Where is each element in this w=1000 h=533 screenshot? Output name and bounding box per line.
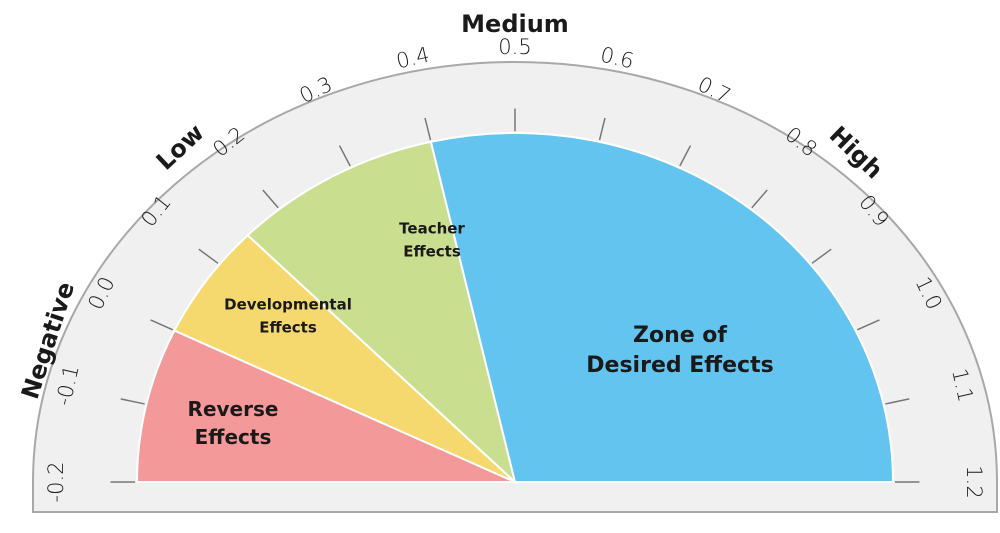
tick-mark xyxy=(811,248,832,264)
zone-label-line: Teacher xyxy=(399,219,465,237)
zone-wedge xyxy=(429,132,895,483)
zone-label-line: Desired Effects xyxy=(586,353,773,378)
tick-mark xyxy=(198,248,219,264)
zone-label-line: Reverse xyxy=(188,397,279,421)
tick-label: 1.2 xyxy=(962,465,986,498)
zone-wedge xyxy=(135,329,516,483)
tick-mark xyxy=(338,145,351,167)
tick-mark xyxy=(150,319,174,331)
zone-label: Zone of Desired Effects xyxy=(586,323,773,378)
tick-label: 0.5 xyxy=(498,35,531,59)
tick-label: -0.2 xyxy=(44,462,68,503)
zone-label: Reverse Effects xyxy=(188,397,279,449)
tick-mark xyxy=(885,398,910,405)
zone-label: Developmental Effects xyxy=(224,295,352,336)
zone-label-line: Developmental xyxy=(224,295,352,313)
tick-mark xyxy=(751,189,768,209)
zone-label-line: Effects xyxy=(195,425,272,449)
tick-mark xyxy=(262,189,279,209)
tick-mark xyxy=(679,145,692,167)
zone-label-line: Zone of xyxy=(633,323,727,348)
band-label: Medium xyxy=(461,10,569,38)
zone-label-line: Effects xyxy=(259,318,317,336)
zone-label-line: Effects xyxy=(403,242,461,260)
zone-label: Teacher Effects xyxy=(399,219,465,260)
tick-mark xyxy=(120,398,145,405)
tick-mark xyxy=(424,117,432,141)
zone-wedge xyxy=(246,140,517,485)
tick-mark xyxy=(856,319,880,331)
tick-mark xyxy=(598,117,606,141)
